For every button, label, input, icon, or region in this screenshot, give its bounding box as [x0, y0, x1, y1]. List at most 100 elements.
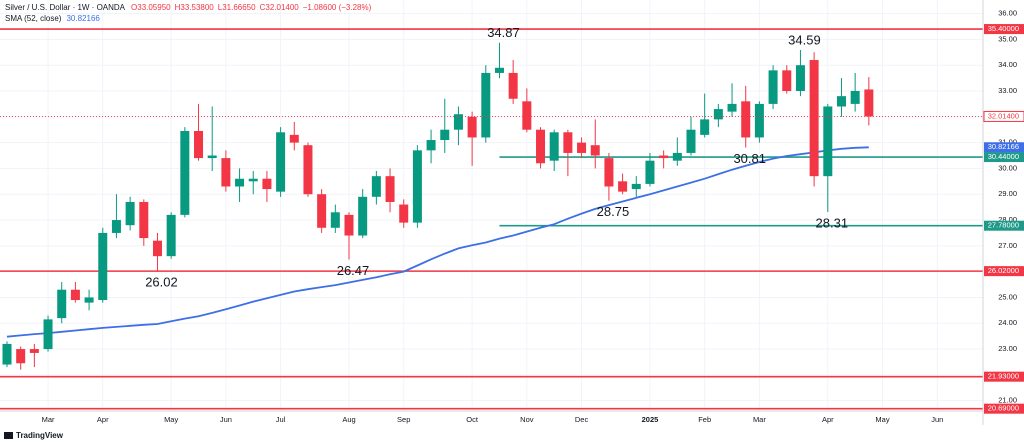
x-tick-label: 2025: [642, 415, 659, 424]
candle-body: [741, 101, 751, 138]
candle-body: [125, 201, 135, 226]
candle-body: [194, 131, 204, 159]
ohlc-value: −1.08600 (−3.28%): [303, 3, 372, 12]
candle-body: [453, 114, 463, 130]
y-tick-label: 30.00: [998, 163, 1017, 172]
y-tick-label: 35.00: [998, 34, 1017, 43]
symbol-title: Silver / U.S. Dollar · 1W · OANDA: [5, 3, 126, 12]
x-tick-label: Sep: [397, 415, 410, 424]
candle-body: [795, 65, 805, 91]
candle-body: [809, 60, 819, 177]
extreme-annotation: 26.47: [337, 263, 370, 278]
x-tick-label: Apr: [822, 415, 834, 424]
brand-logo: TradingView: [4, 431, 64, 440]
x-tick-label: Mar: [753, 415, 766, 424]
candle-body: [494, 67, 504, 73]
candle-body: [768, 70, 778, 104]
candle-body: [276, 132, 286, 192]
x-tick-label: Oct: [466, 415, 479, 424]
y-tick-label: 31.00: [998, 138, 1017, 147]
candle-body: [43, 319, 53, 350]
y-tick-label: 28.00: [998, 215, 1017, 224]
candle-body: [221, 158, 231, 187]
level-label: 21.93000: [988, 372, 1019, 381]
level-label-bg: [984, 371, 1024, 382]
level-label-bg: [984, 152, 1024, 163]
level-label: 26.02000: [988, 266, 1019, 275]
extreme-annotation: 28.75: [597, 204, 630, 219]
candle-body: [536, 129, 546, 164]
price-axis: 36.0035.0034.0033.0032.0031.0030.0029.00…: [983, 9, 1024, 414]
level-label-bg: [984, 220, 1024, 231]
candle-body: [754, 103, 764, 138]
plot-area: [0, 28, 983, 410]
candle-body: [864, 89, 874, 117]
candle-body: [481, 72, 491, 138]
last-price-label: 32.01400: [988, 111, 1019, 120]
x-tick-label: Jun: [220, 415, 232, 424]
candle-body: [631, 183, 641, 190]
y-tick-label: 34.00: [998, 60, 1017, 69]
candle-body: [686, 129, 696, 153]
candle-body: [166, 214, 176, 257]
sma-name: SMA (52, close): [5, 14, 62, 23]
candle-body: [2, 343, 12, 365]
candle-body: [317, 194, 327, 228]
candle-body: [111, 220, 121, 233]
last-price-bg: [983, 110, 1024, 122]
candle-body: [57, 289, 67, 319]
logo-icon: [4, 432, 13, 439]
y-tick-label: 29.00: [998, 189, 1017, 198]
candle-body: [303, 145, 313, 195]
candle-body: [590, 145, 600, 156]
x-tick-label: Nov: [520, 415, 534, 424]
y-tick-label: 27.00: [998, 241, 1017, 250]
x-tick-label: Dec: [575, 415, 589, 424]
candle-body: [426, 140, 436, 151]
extreme-annotation: 34.87: [487, 25, 520, 40]
candle-body: [16, 349, 26, 364]
level-label-bg: [984, 403, 1024, 414]
level-label: 20.69000: [988, 404, 1019, 413]
extreme-annotation: 30.81: [733, 151, 766, 166]
candle-body: [330, 212, 340, 228]
candle-body: [672, 152, 682, 161]
level-label-bg: [984, 266, 1024, 277]
candle-body: [412, 150, 422, 223]
candle-body: [577, 142, 587, 153]
candle-body: [508, 72, 518, 99]
candle-body: [659, 155, 669, 159]
candle-body: [152, 240, 162, 257]
candle-body: [180, 131, 190, 215]
candle-body: [235, 178, 245, 187]
candle-body: [850, 91, 860, 104]
y-tick-label: 36.00: [998, 9, 1017, 18]
candle-body: [70, 289, 80, 301]
x-tick-label: Jul: [276, 415, 286, 424]
candle-body: [645, 160, 655, 184]
candle-body: [522, 101, 532, 130]
candle-body: [563, 132, 573, 153]
x-tick-label: Jun: [931, 415, 943, 424]
candle-body: [836, 96, 846, 107]
candle-body: [782, 70, 792, 91]
y-tick-label: 25.00: [998, 292, 1017, 301]
x-tick-label: Mar: [42, 415, 55, 424]
candle-body: [549, 132, 559, 161]
candle-body: [344, 214, 354, 236]
extreme-annotation: 34.59: [788, 32, 821, 47]
x-tick-label: Apr: [97, 415, 109, 424]
candle-body: [248, 178, 258, 182]
ohlc-value: C32.01400: [260, 3, 300, 12]
candle-body: [84, 297, 94, 303]
sma-value: 30.82166: [66, 14, 100, 23]
extreme-annotation: 28.31: [816, 215, 849, 230]
x-tick-label: Aug: [342, 415, 355, 424]
candle-body: [440, 129, 450, 141]
legend: Silver / U.S. Dollar · 1W · OANDA SMA (5…: [5, 3, 372, 23]
level-label: 30.44000: [988, 152, 1019, 161]
candle-body: [289, 134, 299, 143]
x-tick-label: Feb: [698, 415, 711, 424]
x-tick-label: May: [875, 415, 889, 424]
